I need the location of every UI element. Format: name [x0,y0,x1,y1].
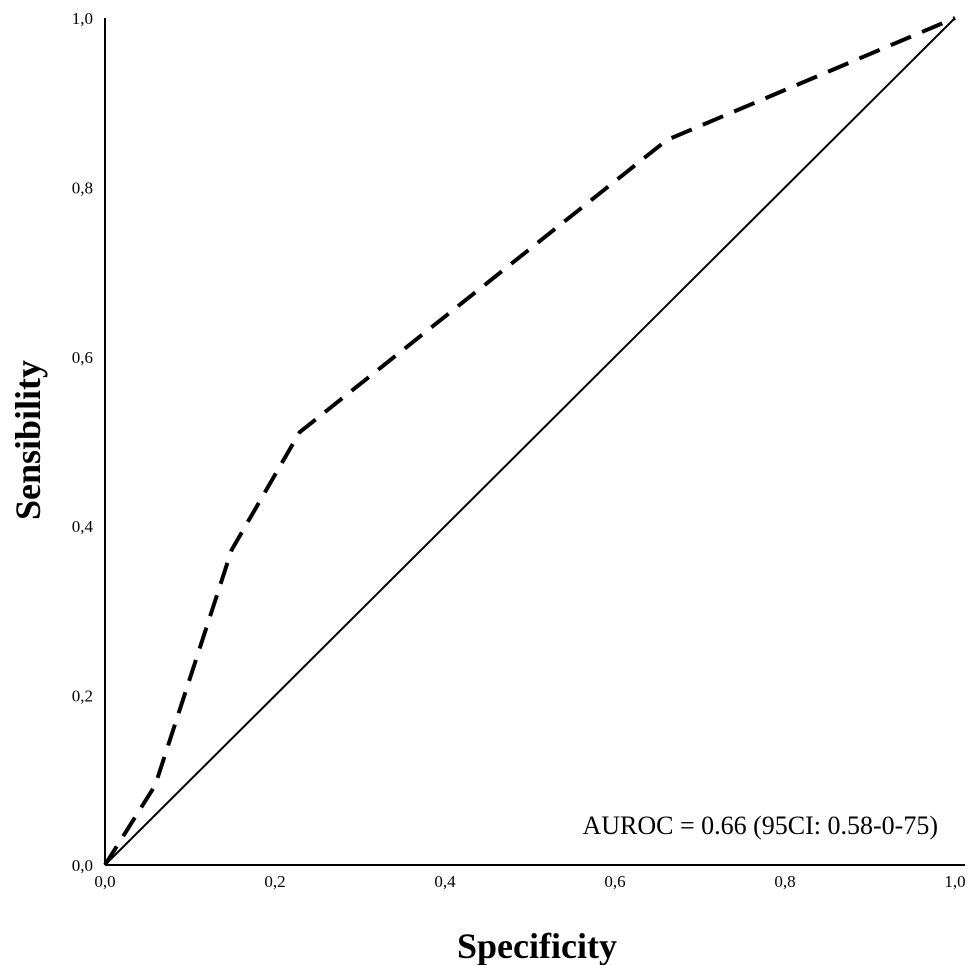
reference-line [104,17,956,866]
y-tick-label: 0,2 [72,687,93,706]
y-tick-label: 0,4 [72,517,94,536]
roc-curve [103,16,956,867]
x-tick-label: 0,8 [774,872,795,891]
y-axis-title: Sensibility [8,360,48,520]
x-tick-label: 0,2 [264,872,285,891]
y-tick-label: 0,6 [72,348,93,367]
x-tick-label: 1,0 [944,872,965,891]
x-tick-label: 0,0 [94,872,115,891]
x-tick-label: 0,6 [604,872,625,891]
x-axis-title: Specificity [457,926,617,965]
annotation: AUROC = 0.66 (95CI: 0.58-0-75) [582,811,938,840]
y-tick-label: 1,0 [72,9,93,28]
y-tick-label: 0,0 [72,856,93,875]
y-tick-label: 0,8 [72,178,93,197]
x-tick-label: 0,4 [434,872,456,891]
